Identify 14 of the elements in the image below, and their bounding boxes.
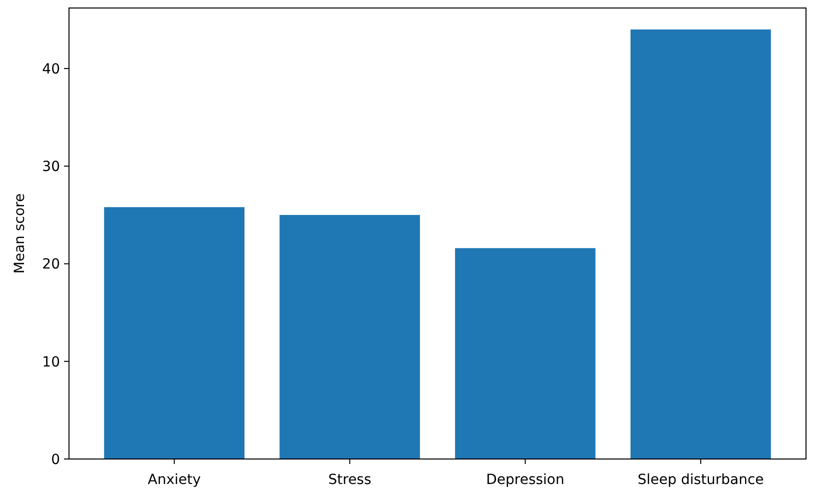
x-tick-label: Sleep disturbance <box>638 472 764 488</box>
y-tick-label: 10 <box>42 354 60 370</box>
x-tick-label: Depression <box>486 472 564 488</box>
y-tick-label: 20 <box>42 256 60 273</box>
y-tick-label: 0 <box>51 452 60 468</box>
x-tick-label: Stress <box>328 472 372 488</box>
bar <box>280 214 420 459</box>
bar <box>630 29 771 459</box>
x-tick-label: Anxiety <box>148 472 201 488</box>
bar <box>104 207 244 459</box>
y-axis-title: Mean score <box>12 193 28 274</box>
bar <box>455 248 596 459</box>
y-tick-label: 40 <box>42 61 60 78</box>
y-tick-label: 30 <box>42 159 60 176</box>
